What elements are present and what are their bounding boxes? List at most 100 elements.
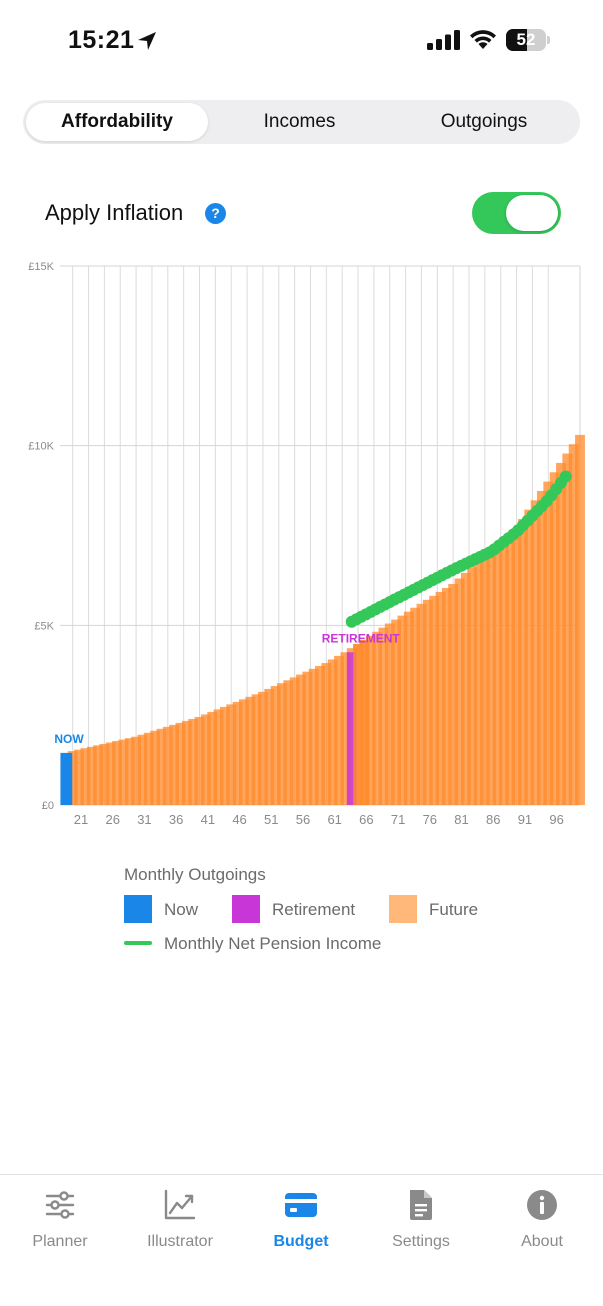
tab-planner[interactable]: Planner xyxy=(0,1189,120,1259)
future-bar xyxy=(435,591,446,805)
legend-label-now: Now xyxy=(164,900,199,919)
x-tick-label: 56 xyxy=(296,812,310,827)
legend-swatch-future xyxy=(389,895,417,923)
future-bar xyxy=(537,490,547,805)
future-bar xyxy=(93,745,103,805)
future-bar xyxy=(467,567,478,805)
future-bar xyxy=(289,677,300,805)
apply-inflation-toggle[interactable] xyxy=(472,192,561,234)
future-bar xyxy=(410,607,421,805)
x-tick-label: 36 xyxy=(169,812,183,827)
status-bar: 15:21 52 xyxy=(0,0,603,80)
future-bar xyxy=(283,680,294,805)
future-bar xyxy=(175,722,186,805)
status-time: 15:21 xyxy=(68,26,135,54)
future-bar xyxy=(131,736,142,805)
x-tick-label: 71 xyxy=(391,812,405,827)
x-tick-label: 66 xyxy=(359,812,373,827)
future-bar xyxy=(258,691,268,805)
future-bar xyxy=(194,716,205,805)
x-tick-label: 86 xyxy=(486,812,500,827)
future-bar xyxy=(188,718,199,805)
future-bar xyxy=(359,639,370,805)
tab-label-budget: Budget xyxy=(273,1233,329,1250)
view-segmented-control: Affordability Incomes Outgoings xyxy=(23,100,580,144)
future-bar xyxy=(378,627,389,805)
legend-label-future: Future xyxy=(429,900,479,919)
x-tick-label: 46 xyxy=(232,812,246,827)
future-bar xyxy=(549,472,560,805)
y-tick-label: £15K xyxy=(28,261,54,273)
future-bar xyxy=(422,599,433,805)
x-tick-label: 31 xyxy=(137,812,151,827)
segment-outgoings[interactable]: Outgoings xyxy=(440,111,528,132)
future-bar xyxy=(270,686,281,805)
future-bar xyxy=(575,434,585,805)
future-bar xyxy=(403,611,414,805)
affordability-chart: £0 £5K £10K £15K NOW RETIREMENT 21 26 31 36 41 46 51… xyxy=(0,250,603,830)
segment-affordability[interactable]: Affordability xyxy=(26,103,208,141)
future-bar xyxy=(162,726,173,805)
document-icon xyxy=(410,1190,432,1220)
battery-percentage: 52 xyxy=(516,30,536,49)
future-bar xyxy=(568,444,579,805)
future-bar xyxy=(99,743,110,805)
future-bar xyxy=(327,659,338,805)
legend-title: Monthly Outgoings xyxy=(124,865,266,884)
tab-label-settings: Settings xyxy=(392,1233,450,1250)
tab-bar: Planner Illustrator Budget Settings xyxy=(0,1174,603,1306)
future-bar xyxy=(416,603,427,805)
retirement-bar xyxy=(346,652,357,805)
now-bar xyxy=(60,752,73,805)
x-tick-label: 61 xyxy=(327,812,341,827)
future-bar xyxy=(181,720,192,805)
x-tick-label: 41 xyxy=(201,812,215,827)
segment-incomes[interactable]: Incomes xyxy=(263,111,336,132)
future-bar xyxy=(518,518,528,805)
future-bar xyxy=(124,738,135,805)
tab-about[interactable]: About xyxy=(482,1189,602,1259)
legend-swatch-now xyxy=(124,895,152,923)
future-bar xyxy=(277,683,287,805)
future-bar xyxy=(207,711,218,805)
future-bar xyxy=(143,732,154,805)
x-tick-label: 51 xyxy=(264,812,278,827)
future-bar xyxy=(232,701,243,805)
future-bar xyxy=(213,709,224,805)
future-bar xyxy=(384,623,395,805)
future-bar xyxy=(169,724,180,805)
tab-label-planner: Planner xyxy=(32,1233,88,1250)
future-bar xyxy=(498,539,509,805)
future-bar xyxy=(334,655,344,805)
future-bar xyxy=(353,644,363,805)
card-icon xyxy=(285,1193,317,1217)
future-bar xyxy=(460,572,471,805)
help-icon[interactable]: ? xyxy=(205,203,226,224)
battery-level xyxy=(506,29,527,51)
retirement-annotation: RETIREMENT xyxy=(322,631,401,645)
future-bar xyxy=(486,550,497,805)
wifi-icon xyxy=(470,30,496,49)
x-tick-label: 76 xyxy=(423,812,437,827)
future-bar xyxy=(245,696,256,805)
tab-budget[interactable]: Budget xyxy=(241,1189,361,1259)
tab-illustrator[interactable]: Illustrator xyxy=(120,1189,240,1259)
future-bar xyxy=(86,746,97,805)
location-arrow-icon xyxy=(138,32,156,50)
future-bar xyxy=(479,556,490,805)
legend-label-retirement: Retirement xyxy=(272,900,356,919)
future-bar xyxy=(524,509,535,805)
future-bar xyxy=(556,462,566,805)
x-tick-label: 81 xyxy=(454,812,468,827)
tab-settings[interactable]: Settings xyxy=(361,1189,481,1259)
future-bar xyxy=(74,749,84,805)
future-bar xyxy=(454,578,465,805)
x-tick-label: 21 xyxy=(74,812,88,827)
future-bar xyxy=(80,748,91,805)
future-bar xyxy=(264,688,275,805)
future-bar xyxy=(511,528,522,805)
y-tick-label: £5K xyxy=(34,620,54,632)
sliders-icon xyxy=(45,1191,75,1219)
future-bar xyxy=(441,587,452,805)
future-bar xyxy=(530,500,541,805)
